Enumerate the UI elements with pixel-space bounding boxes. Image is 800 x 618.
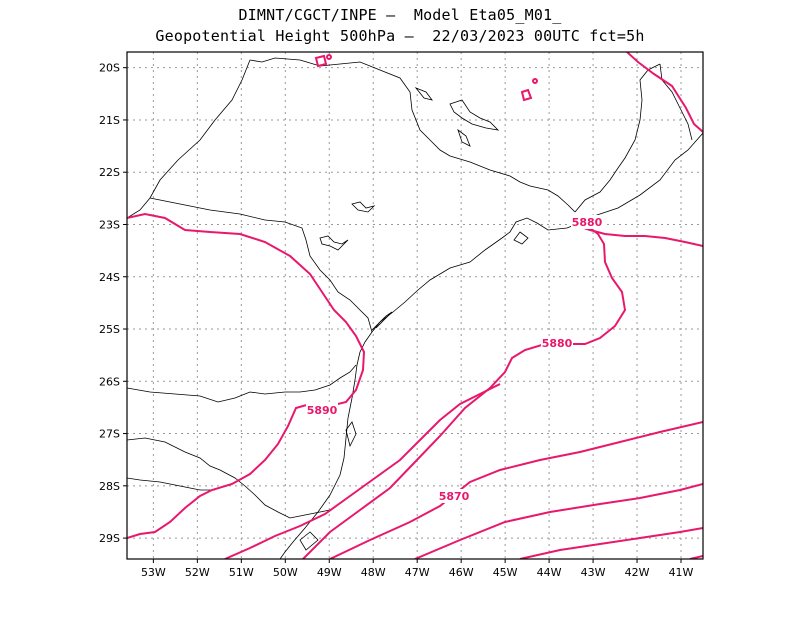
border-argentina	[127, 477, 215, 491]
lat-tick-label-29S: 29S	[99, 532, 120, 545]
lat-tick-label-23S: 23S	[99, 218, 120, 231]
reservoir-2	[351, 201, 376, 213]
paranagua-bay	[371, 311, 393, 331]
lon-tick-label-52W: 52W	[185, 566, 210, 579]
lon-tick-label-51W: 51W	[229, 566, 254, 579]
lon-tick-label-50W: 50W	[273, 566, 298, 579]
contour-5880-west	[127, 212, 366, 539]
lon-tick-label-42W: 42W	[625, 566, 650, 579]
border-sc-rs	[127, 437, 331, 519]
lat-tick-label-24S: 24S	[99, 271, 120, 284]
coastline	[279, 132, 703, 559]
geopotential-contours	[127, 52, 703, 559]
border-ms-sp	[127, 59, 251, 219]
lat-tick-label-22S: 22S	[99, 166, 120, 179]
contour-labels: 5880 5880 5890 5870	[306, 215, 603, 503]
lat-tick-label-20S: 20S	[99, 62, 120, 75]
latitude-axis: 20S 21S 22S 23S 24S 25S 26S 27S 28S 29S	[99, 62, 127, 545]
border-sp-mg	[249, 57, 576, 213]
lon-tick-label-41W: 41W	[669, 566, 694, 579]
graticule	[127, 52, 703, 559]
map-frame	[126, 51, 704, 560]
contour-label-5880-a: 5880	[572, 216, 603, 229]
map-title-line-2: Geopotential Height 500hPa – 22/03/2023 …	[155, 27, 645, 45]
lon-tick-label-53W: 53W	[141, 566, 166, 579]
lat-tick-label-28S: 28S	[99, 480, 120, 493]
contour-5870	[224, 383, 501, 559]
reservoir-1	[319, 235, 349, 251]
lagoon-patos	[299, 531, 319, 551]
contour-5870-lower	[329, 421, 703, 559]
lon-tick-label-45W: 45W	[493, 566, 518, 579]
lon-tick-label-47W: 47W	[405, 566, 430, 579]
reservoir-4	[414, 87, 433, 101]
contour-label-5870: 5870	[439, 490, 470, 503]
florianopolis-island	[345, 421, 357, 448]
border-pr-sc	[127, 364, 357, 403]
lon-tick-label-44W: 44W	[537, 566, 562, 579]
lat-tick-label-21S: 21S	[99, 114, 120, 127]
closed-contour-small-1	[314, 54, 328, 68]
border-mg-rj	[574, 63, 661, 213]
contour-5880-south	[302, 225, 703, 559]
lat-tick-label-26S: 26S	[99, 375, 120, 388]
lon-tick-label-46W: 46W	[449, 566, 474, 579]
reservoir-3	[449, 99, 500, 131]
contour-label-5890: 5890	[307, 404, 338, 417]
island-sao-sebastiao	[513, 231, 529, 245]
lon-tick-label-49W: 49W	[317, 566, 342, 579]
contour-5880-east	[626, 52, 703, 133]
contour-5860	[414, 483, 703, 559]
contour-5850	[519, 527, 703, 559]
lat-tick-label-27S: 27S	[99, 428, 120, 441]
closed-contour-small-3	[532, 78, 538, 84]
reservoir-5	[457, 128, 471, 147]
longitude-axis: 53W 52W 51W 50W 49W 48W 47W 46W 45W 44W 43W 42W 41W	[141, 559, 694, 579]
contour-label-5880-b: 5880	[542, 337, 573, 350]
map-title-line-1: DIMNT/CGCT/INPE – Model Eta05_M01_	[238, 6, 562, 24]
border-sp-pr	[149, 197, 373, 333]
lon-tick-label-48W: 48W	[361, 566, 386, 579]
lon-tick-label-43W: 43W	[581, 566, 606, 579]
border-es	[659, 63, 693, 141]
closed-contour-small-2	[520, 88, 533, 102]
closed-contour-small-4	[326, 54, 332, 60]
coastline-and-borders	[127, 57, 703, 559]
lat-tick-label-25S: 25S	[99, 323, 120, 336]
